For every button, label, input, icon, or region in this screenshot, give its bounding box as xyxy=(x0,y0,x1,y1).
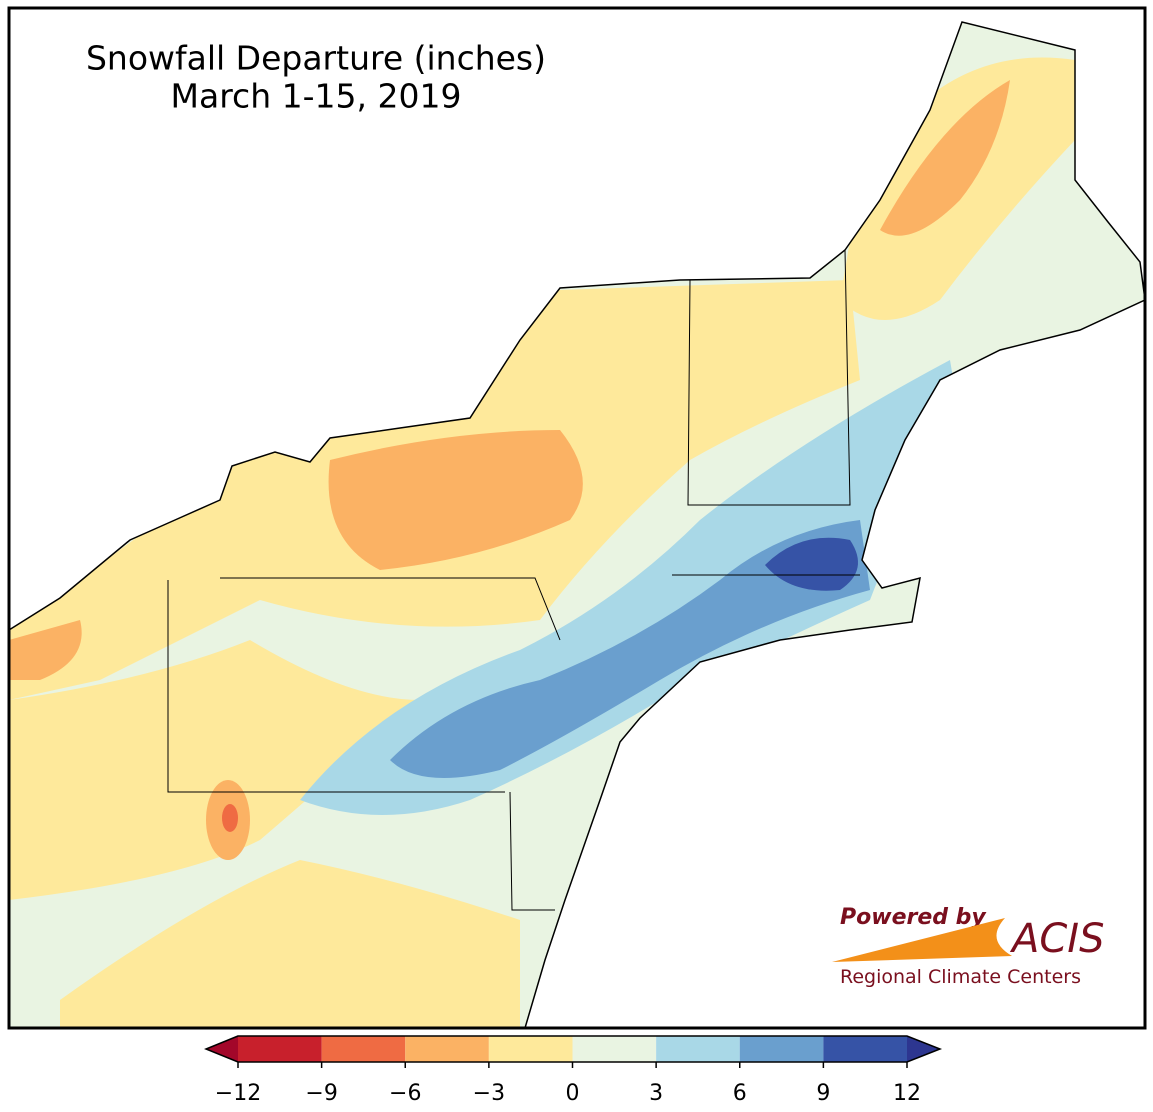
colorbar-tick-label: −12 xyxy=(215,1081,261,1106)
contour xyxy=(60,860,520,1028)
logo-tagline: Powered by xyxy=(840,905,987,930)
colorbar-tick-label: 0 xyxy=(566,1081,580,1106)
acis-logo: Powered by ACIS Regional Climate Centers xyxy=(832,905,1104,988)
colorbar-tick-label: −6 xyxy=(389,1081,421,1106)
colorbar-bin xyxy=(739,1036,824,1062)
contour xyxy=(880,80,1010,236)
logo-name: ACIS xyxy=(1009,916,1104,962)
colorbar-under xyxy=(206,1036,238,1062)
colorbar-bin xyxy=(656,1036,740,1062)
contour xyxy=(765,537,858,591)
logo-org: Regional Climate Centers xyxy=(840,966,1081,988)
colorbar-tick-label: 6 xyxy=(733,1081,747,1106)
contour xyxy=(222,804,238,832)
colorbar-tick-label: −3 xyxy=(473,1081,505,1106)
contour xyxy=(9,640,420,900)
state-borders xyxy=(167,249,860,911)
map-title: Snowfall Departure (inches) xyxy=(86,39,546,78)
contour xyxy=(328,430,583,570)
colorbar-bin xyxy=(488,1036,573,1062)
colorbar-bin xyxy=(405,1036,489,1062)
logo-swoosh xyxy=(832,918,1012,962)
contour xyxy=(9,620,82,680)
colorbar-bin xyxy=(321,1036,406,1062)
map-subtitle: March 1-15, 2019 xyxy=(171,77,462,116)
colorbar-bin xyxy=(572,1036,657,1062)
coastline xyxy=(8,21,1146,1029)
colorbar-tick-label: −9 xyxy=(305,1081,337,1106)
colorbar-over xyxy=(907,1036,940,1062)
colorbar: −12 −9 −6 −3 0 3 6 9 12 xyxy=(204,1035,943,1106)
colorbar-bin xyxy=(238,1036,322,1062)
contour xyxy=(390,520,870,778)
colorbar-tick-label: 9 xyxy=(816,1081,830,1106)
colorbar-tick-label: 3 xyxy=(649,1081,663,1106)
map-frame xyxy=(7,6,1147,1030)
map: Snowfall Departure (inches) March 1-15, … xyxy=(7,6,1147,1030)
contour xyxy=(300,360,960,815)
colorbar-bin xyxy=(823,1036,907,1062)
colorbar-tick-label: 12 xyxy=(893,1081,921,1106)
